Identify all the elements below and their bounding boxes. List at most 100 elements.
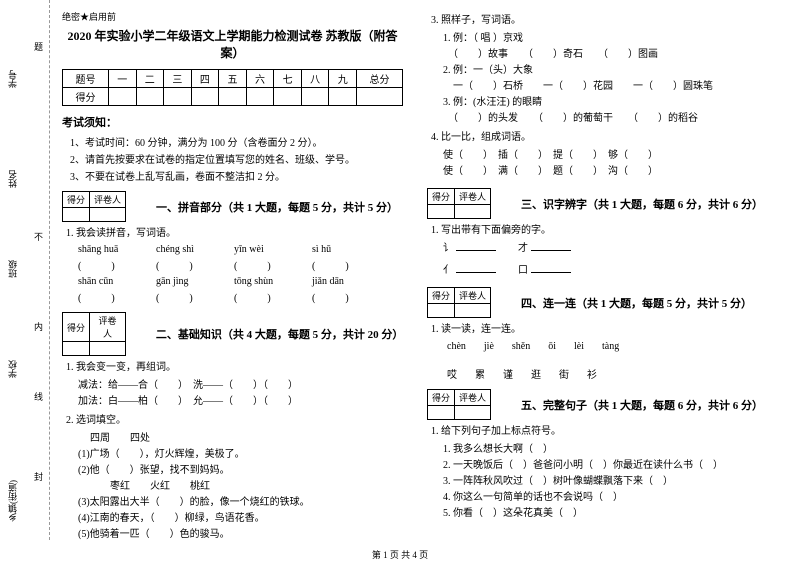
py-1: shāng huā (78, 244, 134, 255)
s5-q1a: 1. 我多么想长大啊（ ） (443, 442, 768, 458)
jb1-v1[interactable] (63, 208, 90, 222)
th-num: 题号 (63, 70, 109, 88)
jb5-c1: 得分 (428, 390, 455, 406)
pinyin-row-2: shān cūn gān jìng tōng shùn jiǎn dān (78, 276, 403, 287)
s2r-q3f: （ ）的头发 （ ）的葡萄干 （ ）的稻谷 (443, 111, 768, 127)
notice-3: 3、不要在试卷上乱写乱画，卷面不整洁扣 2 分。 (70, 168, 403, 183)
jb2-v2[interactable] (90, 342, 126, 356)
blank[interactable] (531, 263, 571, 273)
jb2-v1[interactable] (63, 342, 90, 356)
s4-q1: 1. 读一读，连一连。 (431, 322, 768, 337)
blank[interactable] (456, 263, 496, 273)
s5-q1: 1. 给下列句子加上标点符号。 (431, 424, 768, 439)
blank[interactable] (456, 241, 496, 251)
gutter-township: 乡镇(街道) (6, 480, 19, 522)
th-total: 总分 (357, 70, 403, 88)
secret-label: 绝密★启用前 (62, 10, 403, 23)
jb2-c2: 评卷人 (90, 313, 126, 342)
pinyin-row-1: shāng huā chéng shì yīn wèi sì hū (78, 244, 403, 255)
td-4[interactable] (191, 88, 219, 106)
cr1-2: jiè (484, 341, 494, 352)
jb4-v1[interactable] (428, 304, 455, 318)
py-6: gān jìng (156, 276, 212, 287)
cr1-1: chèn (447, 341, 466, 352)
judge-box-1: 得分评卷人 (62, 191, 126, 222)
s2r-q4b: 使（ ） 满（ ） 题（ ） 沟（ ） (443, 164, 768, 180)
jb5-v1[interactable] (428, 406, 455, 420)
cr1-6: tàng (602, 341, 619, 352)
gutter-class: 班级 (6, 260, 19, 278)
cr2-2: 累 (475, 366, 485, 381)
jb4-v2[interactable] (455, 304, 491, 318)
pr1-2[interactable]: ( ) (156, 257, 212, 272)
blank[interactable] (531, 241, 571, 251)
pr1-1[interactable]: ( ) (78, 257, 134, 272)
s2r-q4: 4. 比一比，组成词语。 (431, 130, 768, 145)
s2r-q3: 3. 照样子，写词语。 (431, 13, 768, 28)
td-label: 得分 (63, 88, 109, 106)
th-9: 九 (329, 70, 357, 88)
s5-q1d: 4. 你这么一句简单的话也不会说吗（ ） (443, 490, 768, 506)
py-2: chéng shì (156, 244, 212, 255)
td-8[interactable] (301, 88, 329, 106)
judge-box-3: 得分评卷人 (427, 188, 491, 219)
s1-q1: 1. 我会读拼音，写词语。 (66, 226, 403, 241)
jb1-c1: 得分 (63, 192, 90, 208)
py-3: yīn wèi (234, 244, 290, 255)
td-6[interactable] (246, 88, 274, 106)
td-5[interactable] (219, 88, 247, 106)
s2r-q3c: 2. 例：一（头）大象 (443, 63, 768, 79)
gutter-name: 姓名 (6, 170, 19, 188)
cr1-5: lèi (574, 341, 584, 352)
jb5-v2[interactable] (455, 406, 491, 420)
score-table: 题号 一 二 三 四 五 六 七 八 九 总分 得分 (62, 69, 403, 106)
score-value-row: 得分 (63, 88, 403, 106)
pr1-4[interactable]: ( ) (312, 257, 368, 272)
pr2-3[interactable]: ( ) (234, 289, 290, 304)
section-3-title: 三、识字辨字（共 1 大题，每题 6 分，共计 6 分） (521, 196, 763, 212)
s2-q2e: (3)太阳露出大半（ ）的脸，像一个烧红的铁球。 (78, 495, 403, 511)
section-3-head: 得分评卷人 三、识字辨字（共 1 大题，每题 6 分，共计 6 分） (427, 188, 768, 219)
jb3-v1[interactable] (428, 205, 455, 219)
pr2-4[interactable]: ( ) (312, 289, 368, 304)
section-2-head: 得分评卷人 二、基础知识（共 4 大题，每题 5 分，共计 20 分） (62, 312, 403, 356)
jb5-c2: 评卷人 (455, 390, 491, 406)
td-total[interactable] (357, 88, 403, 106)
jb3-c1: 得分 (428, 189, 455, 205)
jb3-v2[interactable] (455, 205, 491, 219)
s2r-q3e: 3. 例：(水汪汪) 的眼睛 (443, 95, 768, 111)
th-2: 二 (136, 70, 164, 88)
cr2-3: 谨 (503, 366, 513, 381)
section-1-head: 得分评卷人 一、拼音部分（共 1 大题，每题 5 分，共计 5 分） (62, 191, 403, 222)
pr1-3[interactable]: ( ) (234, 257, 290, 272)
td-1[interactable] (108, 88, 136, 106)
notice-heading: 考试须知： (62, 114, 403, 130)
section-1-title: 一、拼音部分（共 1 大题，每题 5 分，共计 5 分） (156, 199, 398, 215)
cr2-6: 衫 (587, 366, 597, 381)
s3-q1c: 亻 (443, 265, 453, 276)
gutter-school: 学校 (6, 360, 19, 378)
connect-row-1: chèn jiè shěn ōi lèi tàng (447, 341, 768, 352)
td-7[interactable] (274, 88, 302, 106)
py-7: tōng shùn (234, 276, 290, 287)
s2r-q4a: 使（ ） 插（ ） 提（ ） 够（ ） (443, 148, 768, 164)
notice-1: 1、考试时间：60 分钟，满分为 100 分（含卷面分 2 分）。 (70, 134, 403, 149)
td-9[interactable] (329, 88, 357, 106)
notice-2: 2、请首先按要求在试卷的指定位置填写您的姓名、班级、学号。 (70, 151, 403, 166)
seal-note-5: 封 (34, 470, 43, 483)
jb4-c1: 得分 (428, 288, 455, 304)
pr2-1[interactable]: ( ) (78, 289, 134, 304)
exam-title: 2020 年实验小学二年级语文上学期能力检测试卷 苏教版（附答案） (62, 27, 403, 61)
seal-note-2: 不 (34, 230, 43, 243)
td-2[interactable] (136, 88, 164, 106)
s2-q1a: 减法：给——合（ ） 洗——（ ）（ ） (78, 378, 403, 394)
section-4-head: 得分评卷人 四、连一连（共 1 大题，每题 5 分，共计 5 分） (427, 287, 768, 318)
pr2-2[interactable]: ( ) (156, 289, 212, 304)
page-container: 绝密★启用前 2020 年实验小学二年级语文上学期能力检测试卷 苏教版（附答案）… (0, 0, 800, 540)
py-4: sì hū (312, 244, 368, 255)
jb1-v2[interactable] (90, 208, 126, 222)
cr2-5: 街 (559, 366, 569, 381)
judge-box-4: 得分评卷人 (427, 287, 491, 318)
s2-q2g: (5)他骑着一匹（ ）色的骏马。 (78, 527, 403, 543)
td-3[interactable] (164, 88, 192, 106)
